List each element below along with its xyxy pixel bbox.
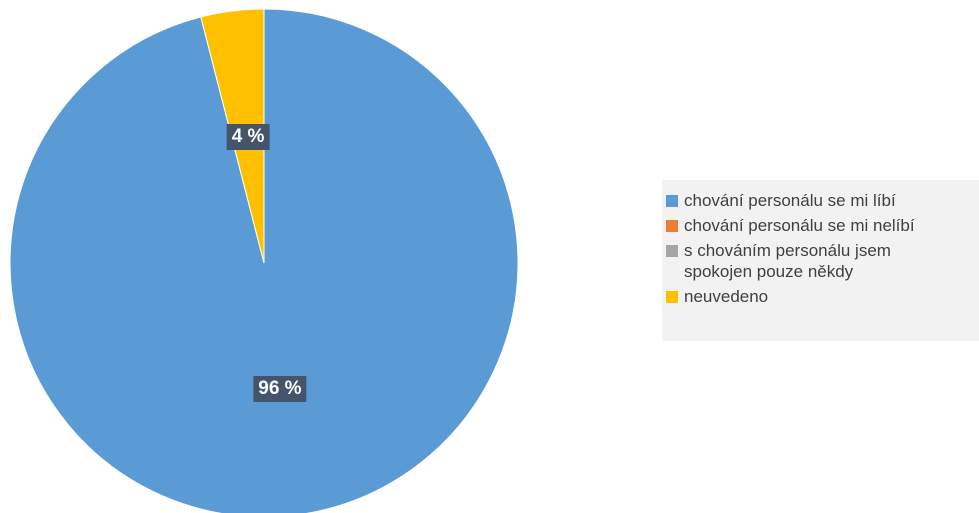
legend-label: chování personálu se mi líbí xyxy=(684,191,896,210)
legend-label: chování personálu se mi nelíbí xyxy=(684,216,915,235)
legend-item: chování personálu se mi líbí xyxy=(666,190,979,211)
legend-swatch xyxy=(666,195,678,207)
legend-label: s chováním personálu jsem spokojen pouze… xyxy=(684,241,891,281)
legend-swatch xyxy=(666,245,678,257)
legend-swatch xyxy=(666,220,678,232)
legend-item: chování personálu se mi nelíbí xyxy=(666,215,979,236)
legend-item: s chováním personálu jsem spokojen pouze… xyxy=(666,240,979,282)
legend-label: neuvedeno xyxy=(684,287,769,306)
legend: chování personálu se mi líbí chování pers… xyxy=(662,180,979,341)
legend-swatch xyxy=(666,291,678,303)
legend-item: neuvedeno xyxy=(666,286,979,307)
data-label-slice-1: 96 % xyxy=(253,375,307,402)
data-label-slice-4: 4 % xyxy=(226,124,270,150)
